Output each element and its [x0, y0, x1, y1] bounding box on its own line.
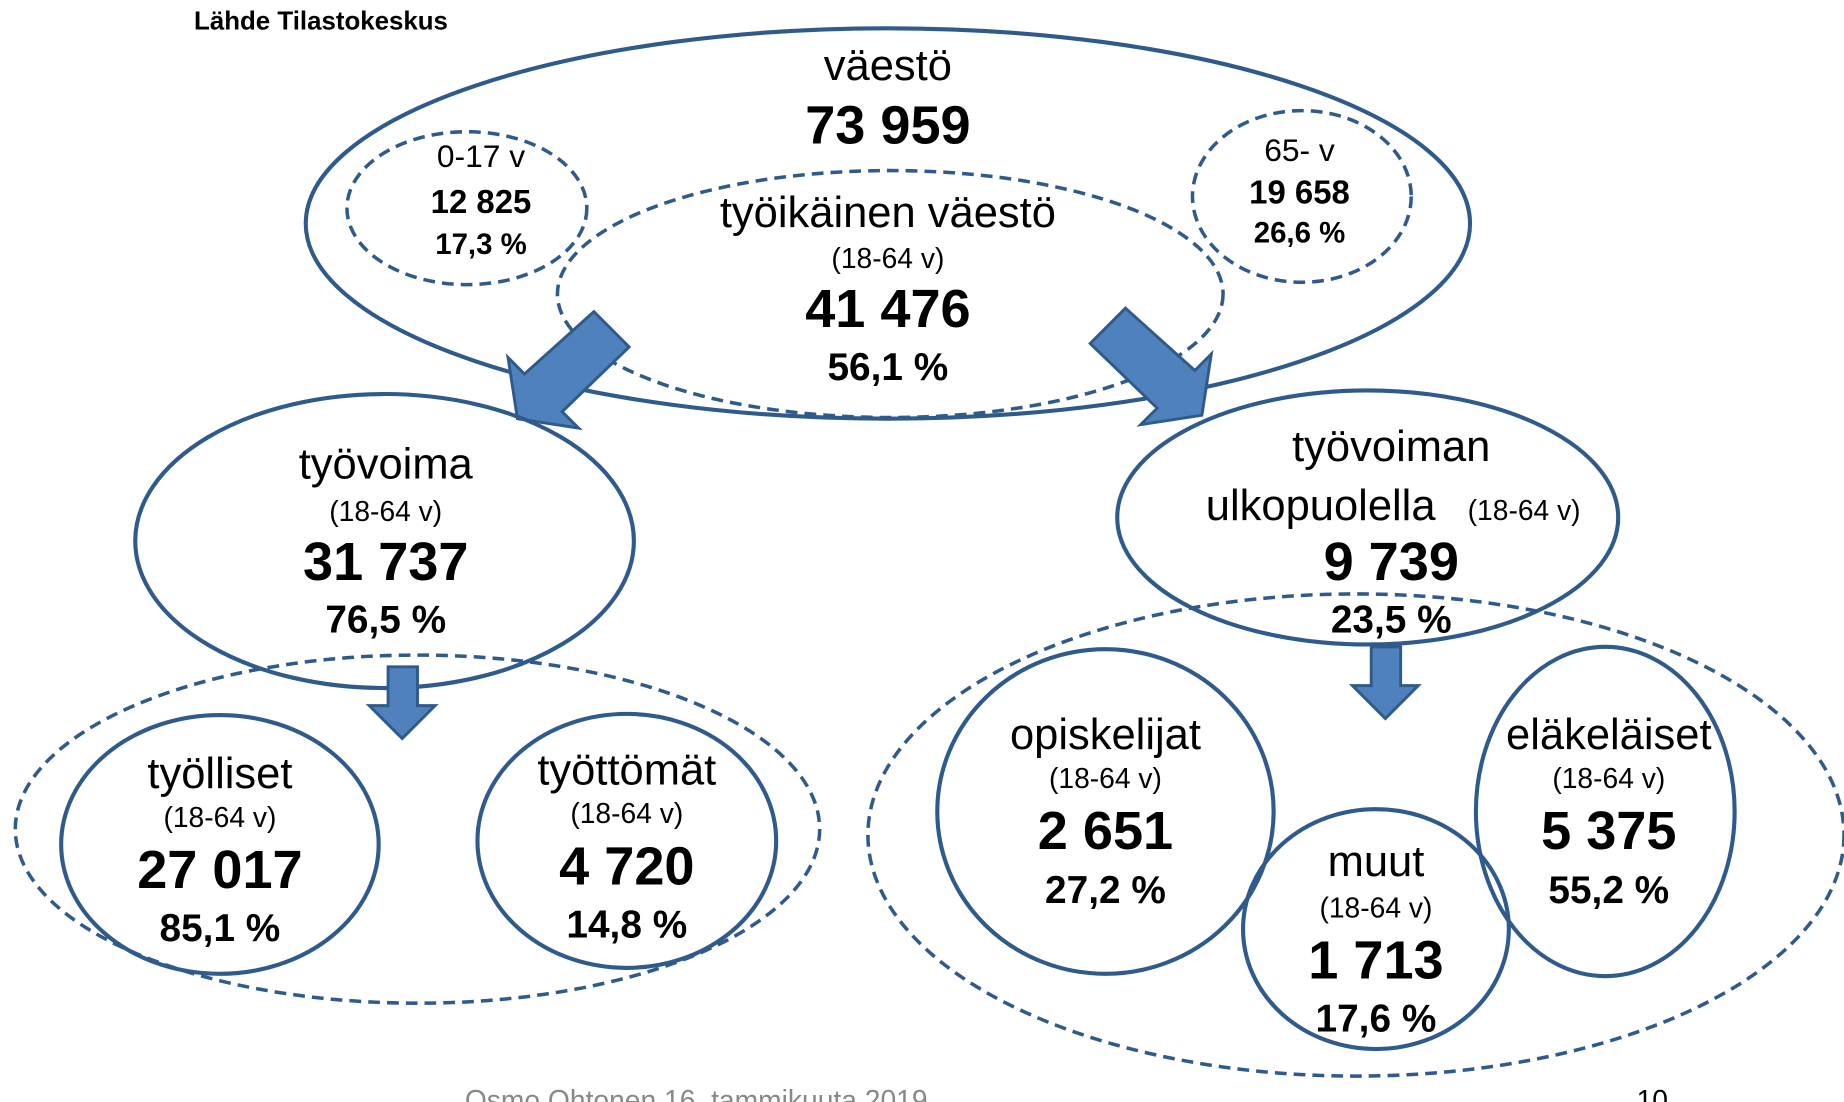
share: 14,8 % [566, 903, 687, 946]
share: 76,5 % [325, 599, 446, 642]
arrow [1088, 306, 1214, 427]
label: työlliset [147, 750, 292, 798]
age: (18-64 v) [1552, 762, 1665, 794]
age: (18-64 v) [570, 797, 683, 829]
age: (18-64 v) [163, 801, 276, 833]
share: 85,1 % [160, 907, 281, 950]
count: 4 720 [559, 836, 694, 896]
age: (18-64 v) [831, 242, 944, 274]
source: Lähde Tilastokeskus [194, 7, 448, 35]
label: työttömät [537, 746, 716, 794]
others-circle [1240, 807, 1511, 1052]
footer: Osmo Ohtonen 16. tammikuuta 2019 [465, 1084, 928, 1102]
page-number: 10 [1637, 1084, 1668, 1102]
share: 23,5 % [1331, 599, 1452, 642]
age: (18-64 v) [1049, 762, 1162, 794]
outside-group-ellipse [866, 592, 1844, 1078]
count: 19 658 [1249, 173, 1350, 210]
share: 17,6 % [1316, 997, 1437, 1040]
unemployed-circle [475, 711, 779, 970]
age: (18-64 v) [1468, 494, 1581, 526]
working-age-ellipse [555, 168, 1225, 420]
label: eläkeläiset [1506, 711, 1712, 759]
share: 27,2 % [1045, 869, 1166, 912]
label: työvoiman [1292, 423, 1490, 471]
age: (18-64 v) [1319, 891, 1432, 923]
age: (18-64 v) [329, 495, 442, 527]
share: 26,6 % [1254, 216, 1346, 249]
label: 65- v [1264, 132, 1335, 168]
share: 56,1 % [827, 346, 948, 389]
label: ulkopuolella [1206, 482, 1437, 530]
count: 5 375 [1541, 801, 1676, 861]
count: 1 713 [1308, 930, 1443, 990]
pensioners-circle [1473, 644, 1737, 979]
share: 55,2 % [1548, 869, 1669, 912]
labour-group-ellipse [13, 653, 822, 1005]
arrow [365, 665, 439, 741]
count: 2 651 [1038, 801, 1173, 861]
count: 27 017 [137, 840, 302, 900]
employed-circle [59, 712, 381, 976]
count: 73 959 [805, 96, 970, 156]
label: työikäinen väestö [720, 189, 1056, 237]
label: väestö [824, 42, 952, 90]
children-ellipse [345, 129, 589, 287]
label: työvoima [299, 441, 474, 489]
arrow [505, 309, 632, 431]
seniors-ellipse [1190, 108, 1413, 285]
count: 41 476 [805, 279, 970, 339]
count: 9 739 [1324, 532, 1459, 592]
count: 12 825 [431, 183, 532, 220]
label: muut [1328, 838, 1425, 886]
students-circle [935, 647, 1276, 976]
arrow [1348, 645, 1422, 721]
labour-force-ellipse [133, 391, 636, 691]
count: 31 737 [303, 532, 468, 592]
share: 17,3 % [435, 228, 527, 261]
label: opiskelijat [1010, 711, 1201, 759]
label: 0-17 v [437, 138, 525, 174]
outside-labour-force-ellipse [1115, 388, 1621, 647]
